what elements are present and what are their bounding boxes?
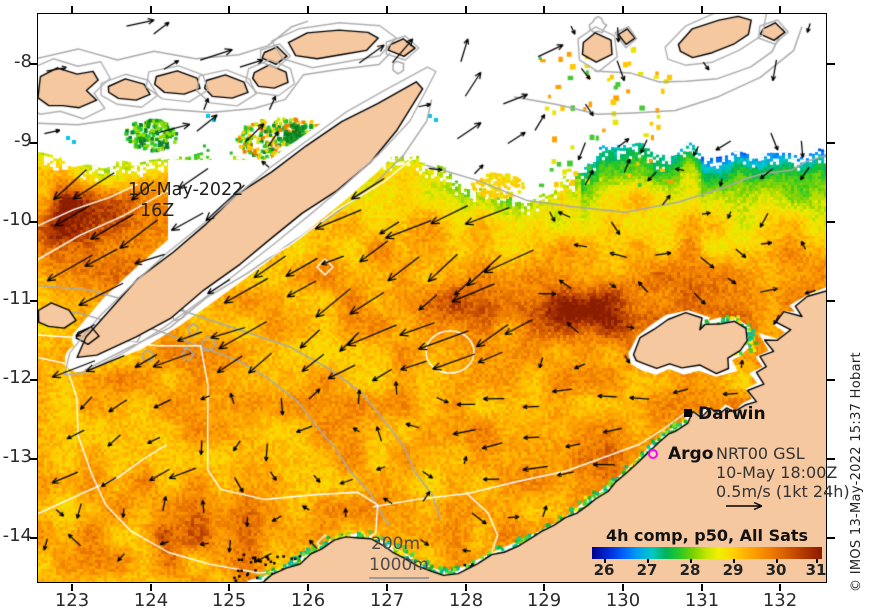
axis-tick	[385, 6, 388, 14]
lat-label: -14	[2, 525, 32, 546]
reference-arrow-icon	[726, 501, 763, 511]
lat-label: -13	[2, 446, 32, 467]
axis-tick	[621, 6, 624, 14]
lon-label: 131	[684, 590, 720, 611]
colorbar-tick: 30	[765, 561, 787, 579]
analysis-date-line2: 16Z	[140, 201, 175, 221]
lat-label: -8	[14, 51, 32, 72]
plot-border	[37, 13, 827, 583]
colorbar-tick: 28	[679, 561, 701, 579]
axis-tick	[543, 6, 546, 14]
axis-tick	[733, 559, 735, 563]
lon-label: 127	[369, 590, 405, 611]
lat-label: -10	[2, 209, 32, 230]
axis-tick	[816, 559, 818, 563]
axis-tick	[621, 584, 624, 591]
axis-tick	[776, 559, 778, 563]
lon-label: 128	[448, 590, 484, 611]
axis-tick	[690, 559, 692, 563]
axis-tick	[149, 6, 152, 14]
axis-tick	[827, 458, 835, 460]
axis-tick	[543, 584, 546, 591]
lon-label: 123	[54, 590, 90, 611]
axis-tick	[149, 584, 152, 591]
axis-tick	[30, 300, 38, 302]
axis-tick	[827, 63, 835, 65]
axis-tick	[700, 584, 703, 591]
axis-tick	[307, 6, 310, 14]
lon-label: 125	[211, 590, 247, 611]
axis-tick	[385, 584, 388, 591]
legend-vector-scale: 0.5m/s (1kt 24h)	[716, 482, 850, 501]
lon-label: 129	[526, 590, 562, 611]
colorbar-tick: 26	[593, 561, 615, 579]
lat-label: -11	[2, 288, 32, 309]
legend-product: NRT00 GSL	[716, 444, 805, 463]
axis-tick	[779, 584, 782, 591]
legend-valid-time: 10-May 18:00Z	[716, 463, 838, 482]
axis-tick	[779, 6, 782, 14]
axis-tick	[30, 458, 38, 460]
lon-label: 126	[290, 590, 326, 611]
axis-tick	[307, 584, 310, 591]
axis-tick	[647, 559, 649, 563]
darwin-city-marker	[684, 409, 692, 417]
colorbar-tick: 29	[722, 561, 744, 579]
axis-tick	[827, 537, 835, 539]
axis-tick	[71, 584, 73, 591]
axis-tick	[71, 6, 73, 14]
analysis-date-label: 10-May-2022 16Z	[128, 180, 243, 222]
axis-tick	[827, 379, 835, 381]
axis-tick	[30, 142, 38, 144]
lon-label: 130	[605, 590, 641, 611]
darwin-city-label: Darwin	[698, 404, 766, 424]
axis-tick	[228, 6, 231, 14]
axis-tick	[700, 6, 703, 14]
axis-tick	[464, 6, 467, 14]
colorbar-tick: 27	[636, 561, 658, 579]
colorbar-tick: 31	[805, 561, 827, 579]
axis-tick	[827, 142, 835, 144]
axis-tick	[30, 221, 38, 223]
map-canvas	[38, 14, 827, 583]
argo-float-marker	[648, 449, 658, 459]
lat-label: -9	[14, 130, 32, 151]
axis-tick	[30, 63, 38, 65]
axis-tick	[30, 537, 38, 539]
lon-label: 132	[762, 590, 798, 611]
argo-float-label: Argo	[668, 444, 714, 464]
axis-tick	[464, 584, 467, 591]
colorbar-gradient	[592, 547, 822, 559]
lat-label: -12	[2, 367, 32, 388]
axis-tick	[228, 584, 231, 591]
colorbar-title: 4h comp, p50, All Sats	[605, 526, 809, 545]
axis-tick	[827, 221, 835, 223]
axis-tick	[30, 379, 38, 381]
depth-contour-label-200m: 200m	[371, 534, 421, 554]
axis-tick	[827, 300, 835, 302]
lon-label: 124	[133, 590, 169, 611]
imos-attribution: © IMOS 13-May-2022 15:37 Hobart	[849, 352, 864, 592]
axis-tick	[604, 559, 606, 563]
analysis-date-line1: 10-May-2022	[128, 180, 244, 200]
depth-contour-label-1000m: 1000m	[369, 555, 429, 579]
